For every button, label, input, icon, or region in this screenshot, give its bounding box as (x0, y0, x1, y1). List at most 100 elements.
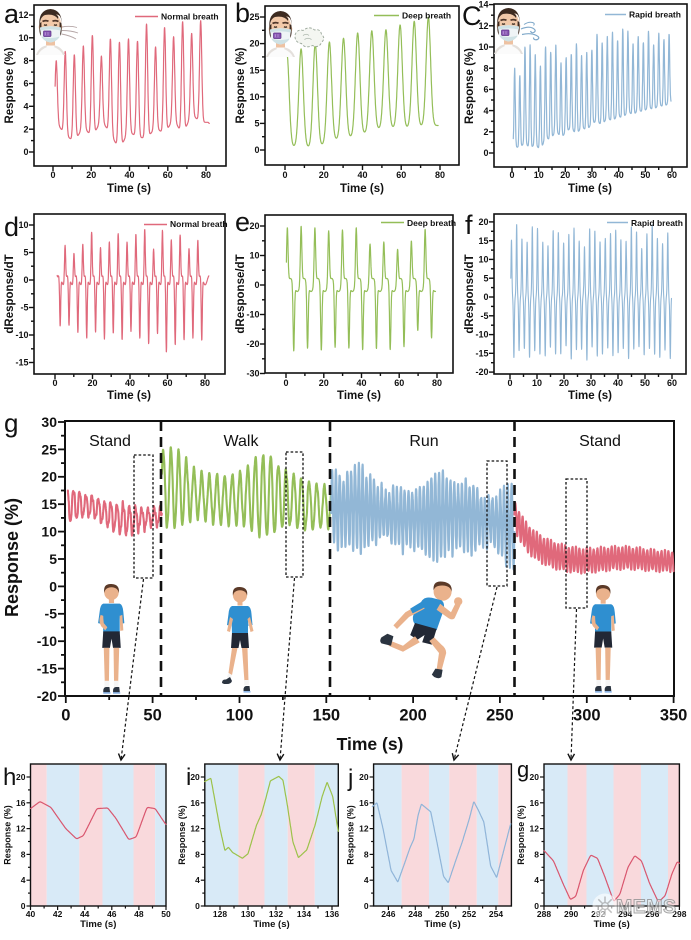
svg-text:40: 40 (125, 378, 135, 388)
svg-text:0: 0 (254, 280, 259, 290)
svg-text:296: 296 (645, 909, 659, 919)
svg-text:2: 2 (483, 127, 488, 137)
svg-text:-20: -20 (37, 688, 57, 704)
svg-text:132: 132 (269, 909, 283, 919)
svg-text:10: 10 (534, 170, 544, 180)
svg-text:dResponse/dT: dResponse/dT (4, 254, 16, 333)
svg-text:Time (s): Time (s) (253, 919, 289, 930)
svg-text:5: 5 (23, 248, 28, 258)
svg-text:60: 60 (163, 170, 173, 180)
svg-text:Time (s): Time (s) (107, 183, 151, 195)
svg-text:Response (%): Response (%) (2, 498, 22, 617)
svg-text:5: 5 (49, 551, 57, 567)
svg-text:20: 20 (359, 772, 369, 782)
svg-text:-15: -15 (15, 358, 28, 368)
svg-text:-20: -20 (475, 367, 488, 377)
svg-text:Response (%): Response (%) (177, 805, 187, 865)
svg-text:Response (%): Response (%) (464, 48, 476, 124)
svg-text:Deep breath: Deep breath (407, 218, 456, 228)
svg-text:-10: -10 (15, 330, 28, 340)
svg-text:294: 294 (618, 909, 632, 919)
svg-text:10: 10 (249, 251, 259, 261)
svg-text:MEMS: MEMS (616, 896, 677, 918)
svg-text:40: 40 (124, 170, 134, 180)
svg-text:80: 80 (432, 378, 442, 388)
svg-text:16: 16 (16, 798, 26, 808)
svg-text:6: 6 (483, 85, 488, 95)
svg-text:20: 20 (87, 378, 97, 388)
svg-text:Time (s): Time (s) (337, 734, 404, 754)
svg-text:288: 288 (537, 909, 551, 919)
svg-text:0: 0 (282, 170, 287, 180)
svg-text:-5: -5 (20, 303, 28, 313)
svg-text:-10: -10 (475, 330, 488, 340)
svg-text:Time (s): Time (s) (568, 183, 612, 195)
svg-text:5: 5 (254, 119, 259, 129)
svg-text:128: 128 (213, 909, 227, 919)
svg-text:Response (%): Response (%) (3, 805, 13, 865)
svg-text:134: 134 (297, 909, 311, 919)
svg-text:10: 10 (41, 524, 57, 540)
svg-text:g: g (4, 408, 18, 438)
svg-text:48: 48 (134, 909, 144, 919)
svg-text:12: 12 (359, 824, 369, 834)
svg-text:2: 2 (23, 124, 28, 134)
svg-text:200: 200 (399, 707, 427, 725)
svg-text:40: 40 (614, 170, 624, 180)
svg-text:0: 0 (507, 378, 512, 388)
svg-text:60: 60 (396, 170, 406, 180)
svg-text:10: 10 (478, 42, 488, 52)
svg-text:100: 100 (226, 707, 254, 725)
svg-text:0: 0 (52, 378, 57, 388)
svg-text:-20: -20 (246, 339, 259, 349)
svg-text:50: 50 (640, 170, 650, 180)
svg-text:-15: -15 (475, 349, 488, 359)
svg-text:Rapid breath: Rapid breath (629, 10, 681, 20)
svg-text:6: 6 (23, 79, 28, 89)
svg-text:12: 12 (478, 21, 488, 31)
svg-text:20: 20 (86, 170, 96, 180)
svg-text:50: 50 (143, 707, 161, 725)
svg-text:4: 4 (534, 875, 539, 885)
svg-text:60: 60 (162, 378, 172, 388)
svg-text:150: 150 (313, 707, 341, 725)
svg-text:290: 290 (564, 909, 578, 919)
svg-text:-30: -30 (246, 369, 259, 379)
svg-text:12: 12 (16, 824, 26, 834)
svg-text:10: 10 (18, 220, 28, 230)
svg-text:15: 15 (478, 236, 488, 246)
svg-text:350: 350 (660, 707, 688, 725)
svg-text:0: 0 (50, 170, 55, 180)
svg-text:0: 0 (23, 275, 28, 285)
svg-text:20: 20 (190, 772, 200, 782)
svg-text:40: 40 (26, 909, 36, 919)
svg-text:dResponse/dT: dResponse/dT (235, 254, 247, 333)
svg-text:60: 60 (667, 378, 677, 388)
svg-text:20: 20 (249, 221, 259, 231)
svg-text:16: 16 (190, 798, 200, 808)
svg-text:12: 12 (190, 824, 200, 834)
svg-text:Response (%): Response (%) (516, 805, 526, 865)
svg-text:Time (s): Time (s) (107, 390, 151, 402)
svg-text:b: b (235, 0, 250, 28)
svg-text:25: 25 (249, 12, 259, 22)
svg-text:0: 0 (23, 147, 28, 157)
svg-text:12: 12 (530, 824, 540, 834)
svg-text:4: 4 (364, 875, 369, 885)
svg-text:i: i (186, 764, 191, 791)
svg-text:Run: Run (409, 433, 438, 450)
svg-text:250: 250 (435, 909, 449, 919)
svg-text:Response (%): Response (%) (235, 47, 247, 123)
svg-text:d: d (4, 212, 19, 242)
svg-text:0: 0 (364, 901, 369, 911)
svg-text:15: 15 (249, 65, 259, 75)
svg-text:20: 20 (16, 772, 26, 782)
svg-text:a: a (4, 0, 20, 29)
svg-text:10: 10 (478, 255, 488, 265)
svg-text:20: 20 (319, 378, 329, 388)
svg-text:Time (s): Time (s) (424, 919, 460, 930)
svg-text:20: 20 (249, 39, 259, 49)
svg-text:44: 44 (80, 909, 90, 919)
svg-text:Response (%): Response (%) (346, 805, 356, 865)
svg-text:42: 42 (53, 909, 63, 919)
